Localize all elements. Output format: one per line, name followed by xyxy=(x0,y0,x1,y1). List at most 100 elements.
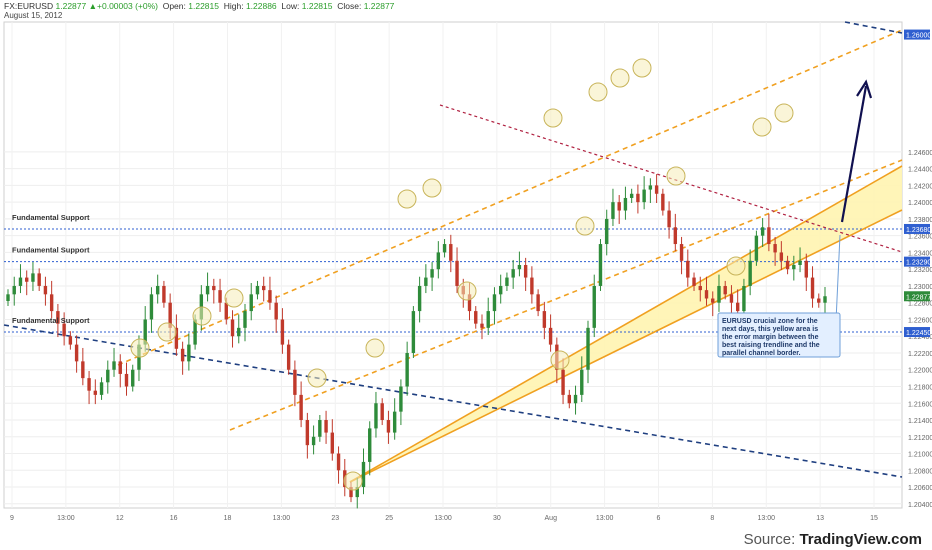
candle-body xyxy=(349,487,353,498)
candle-body xyxy=(648,185,653,190)
candle-body xyxy=(455,260,459,286)
x-axis: 9 13:00 12 16 18 13:00 23 25 13:00 30 Aug 13:00 6 8 13… xyxy=(10,515,878,522)
x-tick-label: 9 xyxy=(10,515,14,522)
candle-body xyxy=(492,294,497,312)
candle-body xyxy=(442,244,447,253)
chart-date: August 15, 2012 xyxy=(4,11,63,20)
y-tick-label: 1.23400 xyxy=(908,250,932,257)
lower-trendline xyxy=(3,324,903,478)
candle-body xyxy=(99,382,104,395)
candle-body xyxy=(605,218,609,245)
candle-body xyxy=(405,352,409,387)
candle-body xyxy=(93,390,98,395)
touch-circle xyxy=(774,103,794,123)
touch-circle xyxy=(397,189,417,209)
support-labels: Fundamental Support Fundamental Support Fu… xyxy=(12,213,90,325)
candle-body xyxy=(723,285,727,295)
candle-body xyxy=(106,369,110,383)
candle-body xyxy=(286,344,291,370)
candle-body xyxy=(374,403,378,429)
x-tick-label: 8 xyxy=(710,515,714,522)
candle-body xyxy=(330,432,335,454)
candle-body xyxy=(511,269,515,278)
y-tick-label: 1.22800 xyxy=(908,301,932,308)
candle-body xyxy=(711,298,715,303)
candle-body xyxy=(31,273,35,282)
touch-circle xyxy=(543,108,563,128)
candle-body xyxy=(717,285,721,303)
x-tick-label: 13:00 xyxy=(434,515,452,522)
candle-body xyxy=(18,277,23,286)
candle-body xyxy=(505,277,509,286)
candle-body xyxy=(380,403,384,421)
x-tick-label: 23 xyxy=(331,515,339,522)
low-value: 1.22815 xyxy=(301,1,333,11)
price-tag xyxy=(904,256,930,267)
support-label: Fundamental Support xyxy=(12,246,90,255)
candle-body xyxy=(324,420,328,433)
candle-body xyxy=(486,311,490,328)
candle-body xyxy=(498,285,503,295)
channel-line-top xyxy=(117,29,903,366)
candle-body xyxy=(586,327,590,370)
candle-body xyxy=(74,344,79,362)
price-tag-label: 1.22450 xyxy=(906,330,931,337)
candle-body xyxy=(798,260,802,265)
candle-body xyxy=(299,394,303,421)
candle-body xyxy=(542,311,547,328)
support-label: Fundamental Support xyxy=(12,213,90,222)
touch-circle xyxy=(666,166,686,186)
annotation-text-line: the error margin between the xyxy=(722,334,819,341)
touch-circle xyxy=(422,178,442,198)
candle-body xyxy=(355,487,359,498)
annotation-text-line: next days, this yellow area is xyxy=(722,326,818,333)
price-tag-label: 1.23680 xyxy=(906,227,931,234)
y-tick-label: 1.23000 xyxy=(908,284,932,291)
candle-body xyxy=(517,265,522,270)
candle-body xyxy=(792,265,796,270)
y-tick-label: 1.23200 xyxy=(908,267,932,274)
candle-body xyxy=(155,285,160,295)
candle-body xyxy=(748,260,752,286)
candle-body xyxy=(12,285,16,295)
y-tick-label: 1.21000 xyxy=(908,452,932,459)
candle-body xyxy=(87,378,91,391)
candle-body xyxy=(760,227,765,236)
open-value: 1.22815 xyxy=(188,1,219,11)
candle-body xyxy=(131,369,135,387)
x-tick-label: 16 xyxy=(170,515,178,522)
touch-circle xyxy=(130,338,150,358)
y-tick-label: 1.24400 xyxy=(908,167,932,174)
candle-body xyxy=(386,420,391,433)
candle-body xyxy=(311,436,316,446)
touch-circle xyxy=(192,306,212,326)
candle-body xyxy=(274,302,278,320)
y-tick-label: 1.23800 xyxy=(908,217,932,224)
high-value: 1.22886 xyxy=(245,1,277,11)
candle-body xyxy=(704,290,709,299)
candle-body xyxy=(686,260,690,278)
candle-body xyxy=(68,336,73,345)
annotation-text-line: best raising trendline and the xyxy=(722,342,820,349)
candle-body xyxy=(205,285,210,295)
candle-body xyxy=(118,361,122,374)
candle-body xyxy=(255,285,260,295)
touch-circle xyxy=(157,322,177,342)
close-label: Close: xyxy=(337,1,362,11)
candle-body xyxy=(180,348,185,362)
annotation-box xyxy=(717,312,841,358)
x-tick-label: 30 xyxy=(493,515,501,522)
candle-body xyxy=(767,227,771,245)
y-tick-label: 1.20600 xyxy=(908,485,932,492)
y-tick-label: 1.21800 xyxy=(908,385,932,392)
touch-circle xyxy=(457,281,477,301)
candle-body xyxy=(124,373,129,387)
candle-body xyxy=(735,302,740,312)
x-tick-label: 13:00 xyxy=(757,515,775,522)
y-tick-label: 1.24200 xyxy=(908,183,932,190)
source-prefix: Source: xyxy=(743,531,796,548)
x-tick-label: 18 xyxy=(224,515,232,522)
source-brand: TradingView.com xyxy=(799,531,922,548)
